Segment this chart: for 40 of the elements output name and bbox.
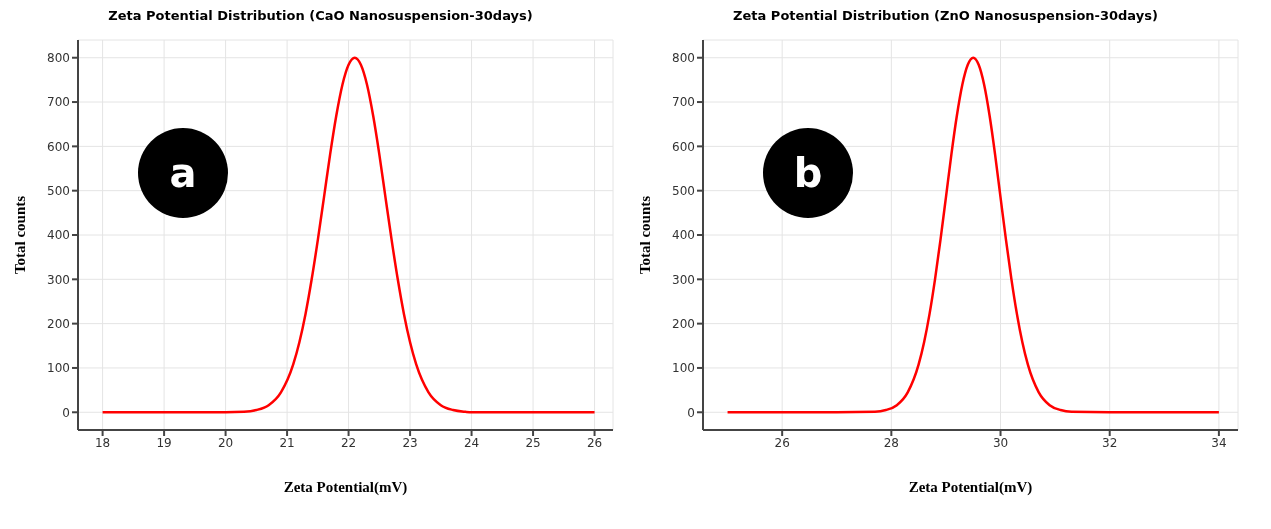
y-tick-label: 100 (672, 361, 695, 376)
y-tick-label: 400 (672, 228, 695, 243)
x-tick-label: 22 (340, 435, 357, 450)
y-tick-label: 500 (47, 183, 70, 198)
y-tick-label: 800 (47, 50, 70, 65)
x-tick-label: 24 (463, 435, 480, 450)
chart-title: Zeta Potential Distribution (ZnO Nanosuspension-30days) (732, 8, 1159, 25)
x-tick-label: 19 (156, 435, 172, 450)
y-tick-label: 200 (672, 316, 695, 331)
x-tick-label: 32 (1102, 435, 1118, 450)
x-tick-label: 28 (883, 435, 899, 450)
line-series (101, 56, 596, 414)
y-tick-label: 200 (47, 316, 70, 331)
y-tick-label: 400 (47, 228, 70, 243)
y-tick-label: 0 (687, 405, 695, 420)
x-axis-title: Zeta Potential(mV) (908, 479, 1033, 496)
y-tick-label: 600 (47, 139, 70, 154)
y-axis-title: Total counts (637, 195, 654, 275)
x-tick-label: 34 (1211, 435, 1227, 450)
y-tick-label: 600 (672, 139, 695, 154)
line-series (726, 56, 1221, 414)
x-tick-label: 25 (525, 435, 541, 450)
y-tick-label: 700 (47, 95, 70, 110)
x-tick-label: 18 (94, 435, 111, 450)
y-tick-label: 100 (47, 361, 70, 376)
x-tick-label: 20 (217, 435, 234, 450)
y-tick-label: 0 (62, 405, 70, 420)
x-tick-label: 30 (992, 435, 1009, 450)
x-tick-label: 21 (279, 435, 295, 450)
y-axis-title: Total counts (12, 195, 29, 275)
x-axis-title: Zeta Potential(mV) (283, 479, 408, 496)
y-tick-label: 300 (47, 272, 70, 287)
y-tick-label: 700 (672, 95, 695, 110)
y-tick-label: 300 (672, 272, 695, 287)
chart-title: Zeta Potential Distribution (CaO Nanosuspension-30days) (107, 8, 534, 25)
y-tick-label: 800 (672, 50, 695, 65)
y-tick-label: 500 (672, 183, 695, 198)
x-tick-label: 23 (402, 435, 418, 450)
x-tick-label: 26 (586, 435, 603, 450)
x-tick-label: 26 (774, 435, 790, 450)
